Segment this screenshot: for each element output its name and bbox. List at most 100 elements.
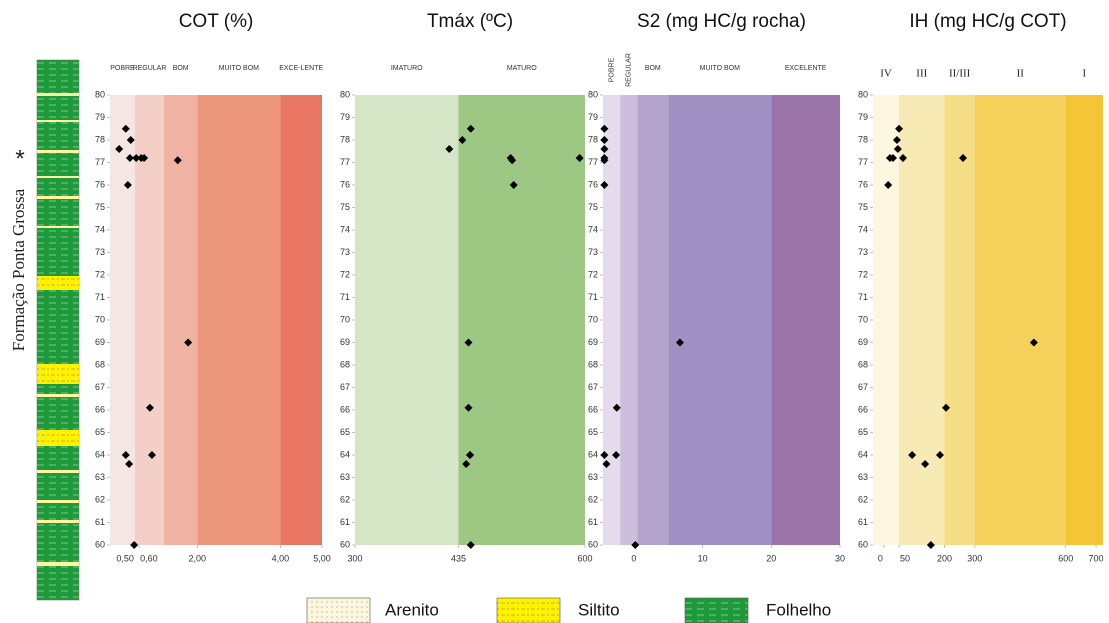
zone (135, 95, 164, 545)
y-tick-label: 68 (858, 359, 868, 369)
zone (771, 95, 840, 545)
y-tick-label: 67 (858, 382, 868, 392)
zone-label: MATURO (507, 65, 537, 72)
chart-title: IH (mg HC/g COT) (909, 11, 1066, 32)
y-tick-label: 61 (95, 517, 105, 527)
y-tick-label: 80 (588, 89, 598, 99)
y-tick-label: 76 (588, 179, 598, 189)
y-tick-label: 61 (340, 517, 350, 527)
y-tick-label: 74 (340, 224, 350, 234)
y-tick-label: 69 (95, 337, 105, 347)
y-tick-label: 63 (858, 472, 868, 482)
zone (1066, 95, 1103, 545)
x-tick-label: 5,00 (313, 553, 331, 563)
zone-label: EXCE-LENTE (279, 65, 323, 72)
y-tick-label: 79 (95, 112, 105, 122)
y-tick-label: 72 (340, 269, 350, 279)
y-tick-label: 68 (588, 359, 598, 369)
zone-label: II (1017, 68, 1025, 80)
y-tick-label: 80 (858, 89, 868, 99)
zone (280, 95, 322, 545)
y-tick-label: 62 (340, 494, 350, 504)
y-tick-label: 70 (858, 314, 868, 324)
y-tick-label: 79 (588, 112, 598, 122)
y-tick-label: 65 (340, 427, 350, 437)
zone-label: POBRE (608, 57, 615, 82)
y-tick-label: 64 (95, 449, 105, 459)
y-tick-label: 73 (588, 247, 598, 257)
y-tick-label: 65 (588, 427, 598, 437)
y-tick-label: 63 (95, 472, 105, 482)
y-tick-label: 64 (588, 449, 598, 459)
y-tick-label: 68 (95, 359, 105, 369)
zone (620, 95, 637, 545)
x-tick-label: 300 (347, 553, 362, 563)
y-tick-label: 67 (95, 382, 105, 392)
legend-label: Siltito (578, 600, 620, 619)
y-tick-label: 70 (340, 314, 350, 324)
zone-label: BOM (173, 65, 189, 72)
zone-label: POBRE (110, 65, 135, 72)
y-tick-label: 75 (95, 202, 105, 212)
zone (637, 95, 668, 545)
x-tick-label: 200 (937, 553, 952, 563)
y-tick-label: 61 (588, 517, 598, 527)
y-tick-label: 63 (588, 472, 598, 482)
legend-label: Arenito (385, 600, 439, 619)
zone-label: BOM (645, 65, 661, 72)
y-tick-label: 68 (340, 359, 350, 369)
y-tick-label: 69 (858, 337, 868, 347)
zone (975, 95, 1066, 545)
y-tick-label: 72 (858, 269, 868, 279)
zone (899, 95, 944, 545)
y-tick-label: 71 (858, 292, 868, 302)
y-tick-label: 79 (340, 112, 350, 122)
y-tick-label: 62 (95, 494, 105, 504)
x-tick-label: 2,00 (189, 553, 207, 563)
y-tick-label: 80 (95, 89, 105, 99)
x-tick-label: 20 (766, 553, 776, 563)
x-tick-label: 0,50 (116, 553, 134, 563)
y-tick-label: 77 (95, 157, 105, 167)
zone (110, 95, 135, 545)
y-tick-label: 79 (858, 112, 868, 122)
y-tick-label: 66 (340, 404, 350, 414)
y-tick-label: 60 (858, 539, 868, 549)
chart-title: Tmáx (ºC) (427, 11, 513, 32)
y-tick-label: 78 (858, 134, 868, 144)
y-tick-label: 77 (858, 157, 868, 167)
x-tick-label: 4,00 (272, 553, 290, 563)
legend-label: Folhelho (766, 600, 831, 619)
y-tick-label: 66 (588, 404, 598, 414)
zone (459, 95, 586, 545)
y-tick-label: 77 (588, 157, 598, 167)
y-tick-label: 63 (340, 472, 350, 482)
zone-label: IV (880, 68, 892, 80)
asterisk: * (15, 145, 24, 172)
y-tick-label: 60 (95, 539, 105, 549)
y-tick-label: 75 (858, 202, 868, 212)
zone-label: MUITO BOM (700, 65, 740, 72)
zone (164, 95, 197, 545)
y-tick-label: 73 (95, 247, 105, 257)
y-tick-label: 64 (858, 449, 868, 459)
figure: Formação Ponta Grossa * Arenito Siltito … (0, 0, 1109, 623)
zone-label: IMATURO (391, 65, 423, 72)
x-tick-label: 600 (1058, 553, 1073, 563)
y-tick-label: 62 (858, 494, 868, 504)
y-tick-label: 72 (588, 269, 598, 279)
legend-swatch (497, 598, 560, 623)
y-tick-label: 69 (588, 337, 598, 347)
y-tick-label: 66 (858, 404, 868, 414)
y-tick-label: 76 (858, 179, 868, 189)
y-tick-label: 78 (340, 134, 350, 144)
y-tick-label: 60 (340, 539, 350, 549)
y-tick-label: 76 (340, 179, 350, 189)
y-tick-label: 73 (858, 247, 868, 257)
zone-label: MUITO BOM (219, 65, 259, 72)
y-tick-label: 80 (340, 89, 350, 99)
x-tick-label: 0 (878, 553, 883, 563)
y-tick-label: 66 (95, 404, 105, 414)
y-tick-label: 70 (95, 314, 105, 324)
zone (197, 95, 280, 545)
